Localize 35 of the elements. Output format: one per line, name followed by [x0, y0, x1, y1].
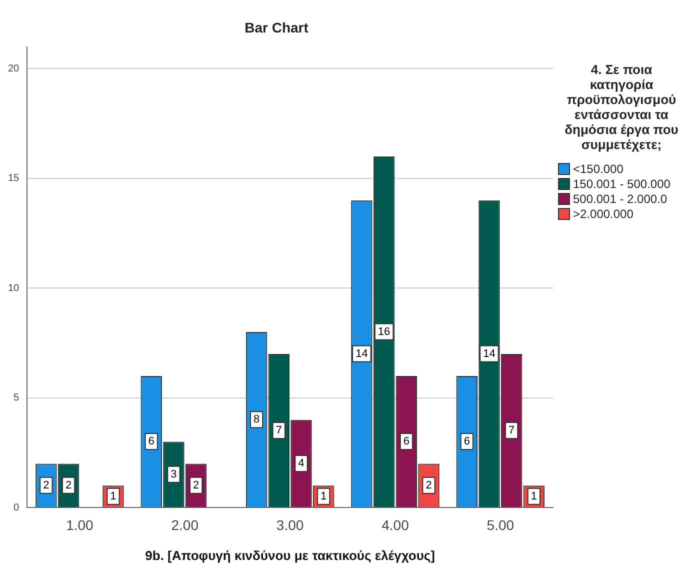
data-label: 16 — [378, 326, 390, 338]
legend-label: 150.001 - 500.000 — [573, 177, 670, 191]
y-tick-label: 15 — [8, 173, 20, 184]
y-tick-label: 20 — [8, 63, 20, 74]
data-label: 6 — [148, 436, 154, 448]
data-label: 7 — [276, 424, 282, 437]
data-label: 2 — [65, 479, 72, 492]
data-label: 1 — [530, 490, 537, 502]
legend-title: 4. Σε ποια κατηγορία προϋπολογισμού εντάσσονται τα δημόσια έργα που συμμετέχετε; — [564, 62, 680, 152]
x-tick-label: 4.00 — [382, 516, 410, 533]
x-tick-label: 3.00 — [276, 516, 304, 533]
y-tick-label: 0 — [14, 502, 20, 514]
legend-label: 500.001 - 2.000.0 — [573, 192, 668, 206]
x-axis-title: 9b. [Αποφυγή κινδύνου με τακτικούς ελέγχους] — [145, 548, 435, 563]
x-tick-label: 2.00 — [171, 516, 199, 533]
data-label: 1 — [320, 490, 327, 502]
data-label: 2 — [193, 479, 200, 492]
data-label: 7 — [508, 424, 515, 437]
data-label: 8 — [253, 414, 260, 426]
data-label: 4 — [298, 457, 304, 470]
chart-title: Bar Chart — [244, 19, 309, 36]
data-label: 6 — [403, 436, 410, 448]
y-tick-label: 10 — [8, 282, 20, 294]
legend-label: >2.000.000 — [573, 207, 634, 221]
data-label: 1 — [110, 490, 116, 502]
data-label: 14 — [483, 348, 496, 360]
data-label: 6 — [464, 436, 470, 448]
legend-label: <150.000 — [573, 162, 624, 176]
data-label: 14 — [356, 348, 368, 360]
y-tick-label: 5 — [14, 392, 20, 404]
data-label: 3 — [170, 468, 177, 480]
data-label: 2 — [426, 479, 432, 492]
x-tick-label: 5.00 — [486, 516, 514, 533]
data-label: 2 — [43, 479, 50, 492]
x-tick-label: 1.00 — [66, 516, 94, 533]
